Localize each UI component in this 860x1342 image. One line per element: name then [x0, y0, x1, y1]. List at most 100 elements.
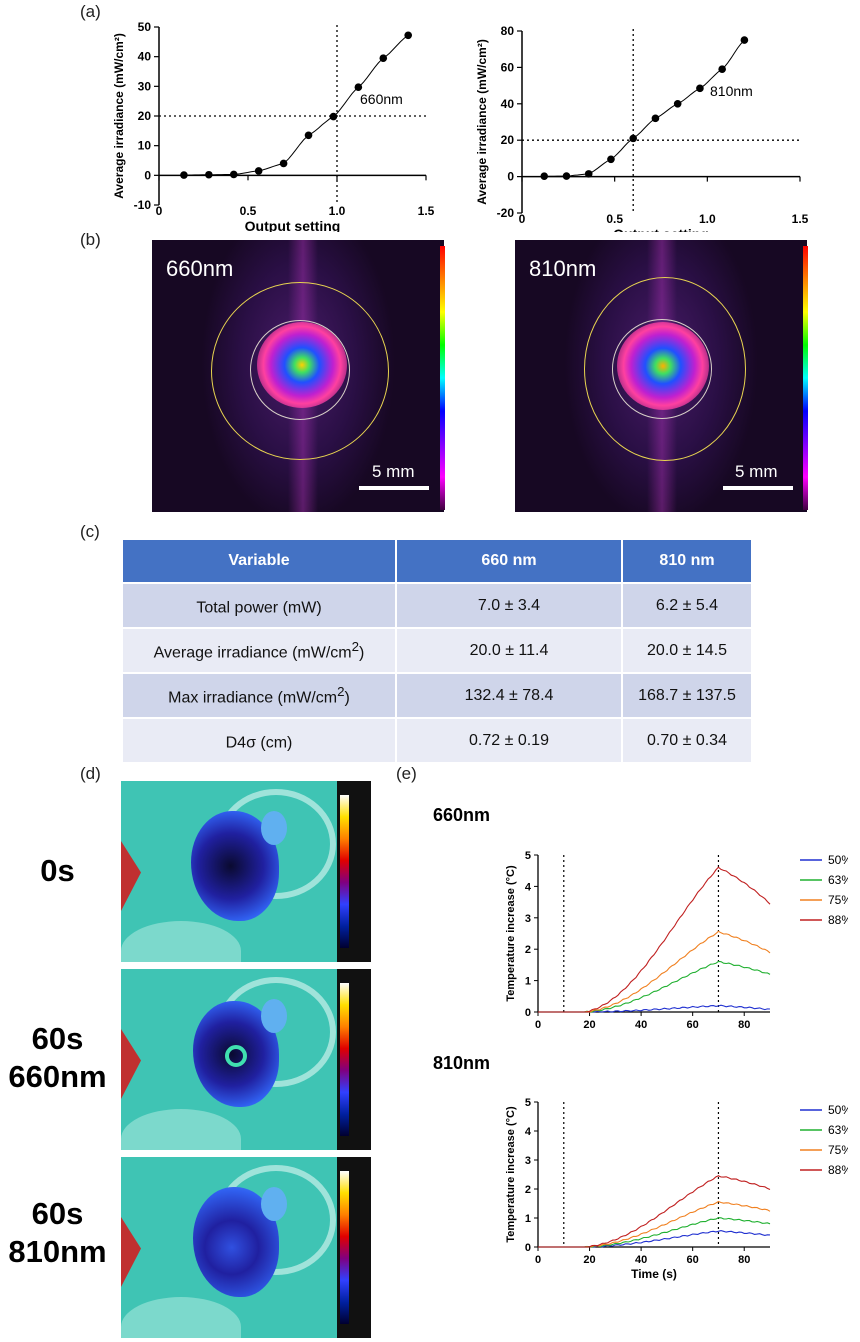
thermal-label-810: 60s 810nm: [0, 1195, 115, 1271]
lobe: [261, 999, 287, 1033]
thermal-label-line: 810nm: [8, 1234, 107, 1269]
variable-text: Total power (mW): [196, 599, 322, 617]
x-tick-label: 60: [687, 1019, 699, 1030]
panel-label-c: (c): [80, 522, 100, 541]
y-tick-label: 0: [525, 1007, 531, 1019]
column-header: 660 nm: [395, 538, 623, 584]
outer-circle: [211, 282, 389, 460]
fit-curve: [183, 34, 409, 176]
data-point: [740, 36, 749, 44]
summary-table: Variable 660 nm 810 nm Total power (mW) …: [121, 538, 753, 764]
table-row: Total power (mW) 7.0 ± 3.4 6.2 ± 5.4: [121, 582, 753, 629]
data-point: [607, 155, 615, 164]
data-point: [718, 65, 726, 74]
x-axis-label: Output setting: [245, 218, 341, 232]
legend-label: 63%: [828, 873, 848, 887]
x-tick-label: 1.5: [792, 212, 809, 226]
thermal-label-line: 660nm: [8, 1059, 107, 1094]
panel-label-a: (a): [80, 2, 101, 21]
variable-text: Average irradiance (mW/cm: [153, 644, 352, 662]
column-header: Variable: [121, 538, 397, 584]
irradiance-chart-810: -20 0 20 40 60 80 0 0.5 1.0 1.5 810nm Output settin…: [475, 24, 809, 232]
y-tick-label: 4: [525, 1126, 532, 1138]
legend-label: 50%: [828, 853, 848, 867]
y-tick-label: -10: [134, 198, 152, 212]
thermal-label-660: 60s 660nm: [0, 1020, 115, 1096]
x-tick-label: 0.5: [240, 204, 257, 218]
series-line: [538, 960, 771, 1013]
y-tick-label: 4: [525, 881, 532, 893]
variable-text: D4σ (cm): [225, 734, 293, 752]
series-line: [538, 866, 771, 1013]
variable-cell: D4σ (cm): [121, 717, 397, 764]
y-tick-label: 10: [138, 139, 152, 153]
variable-suffix: ): [359, 644, 365, 662]
light-region: [121, 921, 241, 962]
x-tick-label: 40: [635, 1019, 647, 1030]
red-corner: [121, 841, 141, 911]
variable-superscript: 2: [351, 638, 360, 654]
thermal-label-line: 0s: [40, 853, 75, 888]
y-tick-label: 5: [525, 850, 531, 862]
chart-title-810: 810nm: [433, 1053, 491, 1073]
x-tick-label: 0: [535, 1019, 541, 1030]
irradiance-chart-660: -10 0 10 20 30 40 50 0 0.5 1.0 1.5 660nm Output sett…: [112, 20, 435, 232]
x-tick-label: 80: [738, 1019, 750, 1030]
thermal-label-line: 60s: [31, 1021, 84, 1056]
lobe: [261, 1187, 287, 1221]
x-axis-label: Output setting: [613, 226, 709, 232]
y-axis-label: Temperature increase (°C): [505, 865, 517, 1002]
variable-cell: Average irradiance (mW/cm2): [121, 627, 397, 674]
y-tick-label: 20: [138, 109, 152, 123]
data-point: [696, 84, 704, 93]
y-tick-label: 80: [501, 24, 515, 38]
scale-label: 5 mm: [735, 462, 778, 481]
x-tick-label: 1.5: [418, 204, 435, 218]
legend-label: 88%: [828, 913, 848, 927]
annotation-label: 810nm: [710, 83, 753, 99]
data-point: [540, 172, 549, 181]
series-line: [538, 1230, 771, 1248]
data-point: [329, 112, 338, 121]
scale-label: 5 mm: [372, 462, 415, 481]
data-point: [279, 159, 288, 168]
panel-label-b: (b): [80, 230, 101, 249]
series-line: [538, 930, 771, 1013]
y-tick-label: 30: [138, 79, 152, 93]
x-axis-label: Time (s): [631, 1267, 677, 1281]
variable-suffix: ): [344, 689, 350, 707]
lobe: [261, 811, 287, 845]
value-660-cell: 20.0 ± 11.4: [395, 627, 623, 674]
value-810-cell: 6.2 ± 5.4: [621, 582, 753, 629]
y-axis-label: Temperature increase (°C): [505, 1106, 517, 1243]
value-660-cell: 132.4 ± 78.4: [395, 672, 623, 719]
beam-label: 810nm: [529, 256, 597, 281]
y-tick-label: 1: [525, 976, 531, 988]
y-tick-label: 3: [525, 1155, 531, 1167]
y-tick-label: 2: [525, 944, 531, 956]
table-row: D4σ (cm) 0.72 ± 0.19 0.70 ± 0.34: [121, 717, 753, 764]
legend-label: 75%: [828, 893, 848, 907]
y-tick-label: 40: [501, 97, 515, 111]
thermal-label-0s: 0s: [0, 852, 115, 890]
colorbar-660: [440, 246, 445, 510]
y-tick-label: 3: [525, 913, 531, 925]
data-point: [304, 131, 313, 140]
data-point: [651, 114, 660, 123]
data-point: [584, 170, 593, 178]
y-tick-label: 50: [138, 20, 152, 34]
panel-label-e: (e): [396, 764, 417, 783]
data-point: [673, 100, 682, 108]
value-810-cell: 0.70 ± 0.34: [621, 717, 753, 764]
variable-cell: Total power (mW): [121, 582, 397, 629]
data-point: [629, 134, 637, 143]
heated-spot: [225, 1045, 247, 1067]
data-point: [379, 54, 388, 62]
scale-bar: [723, 486, 793, 490]
y-tick-label: 60: [501, 60, 515, 74]
table-row: Average irradiance (mW/cm2) 20.0 ± 11.4 …: [121, 627, 753, 674]
x-tick-label: 0: [156, 204, 163, 218]
data-point: [205, 170, 213, 179]
series-line: [538, 1175, 771, 1248]
